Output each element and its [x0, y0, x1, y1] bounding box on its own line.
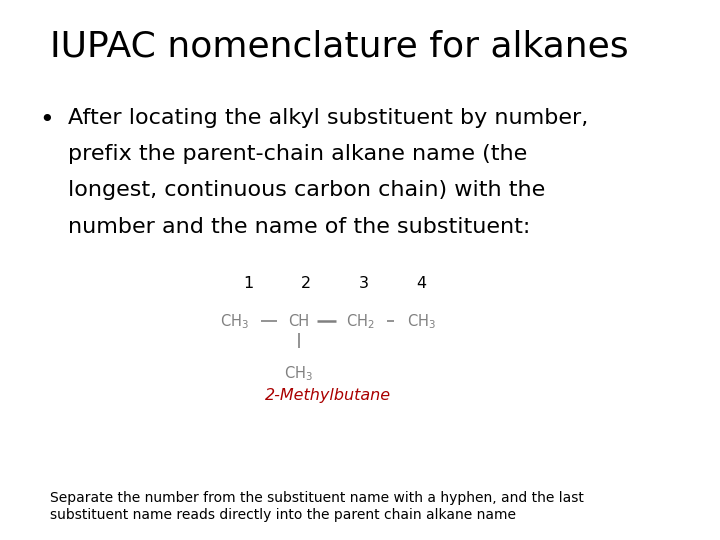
- Text: Separate the number from the substituent name with a hyphen, and the last
substi: Separate the number from the substituent…: [50, 491, 584, 522]
- Text: 4: 4: [416, 276, 426, 291]
- Text: After locating the alkyl substituent by number,: After locating the alkyl substituent by …: [68, 108, 589, 128]
- Text: 2-Methylbutane: 2-Methylbutane: [264, 388, 391, 403]
- Text: number and the name of the substituent:: number and the name of the substituent:: [68, 217, 531, 237]
- Text: prefix the parent-chain alkane name (the: prefix the parent-chain alkane name (the: [68, 144, 528, 164]
- Text: 2: 2: [301, 276, 311, 291]
- Text: 1: 1: [243, 276, 253, 291]
- Text: CH$_2$: CH$_2$: [346, 312, 374, 330]
- Text: 3: 3: [359, 276, 369, 291]
- Text: CH$_3$: CH$_3$: [220, 312, 248, 330]
- Text: •: •: [40, 108, 54, 132]
- Text: IUPAC nomenclature for alkanes: IUPAC nomenclature for alkanes: [50, 30, 629, 64]
- Text: CH$_3$: CH$_3$: [284, 364, 313, 383]
- Text: CH$_3$: CH$_3$: [407, 312, 436, 330]
- Text: longest, continuous carbon chain) with the: longest, continuous carbon chain) with t…: [68, 180, 546, 200]
- Text: CH: CH: [288, 314, 310, 329]
